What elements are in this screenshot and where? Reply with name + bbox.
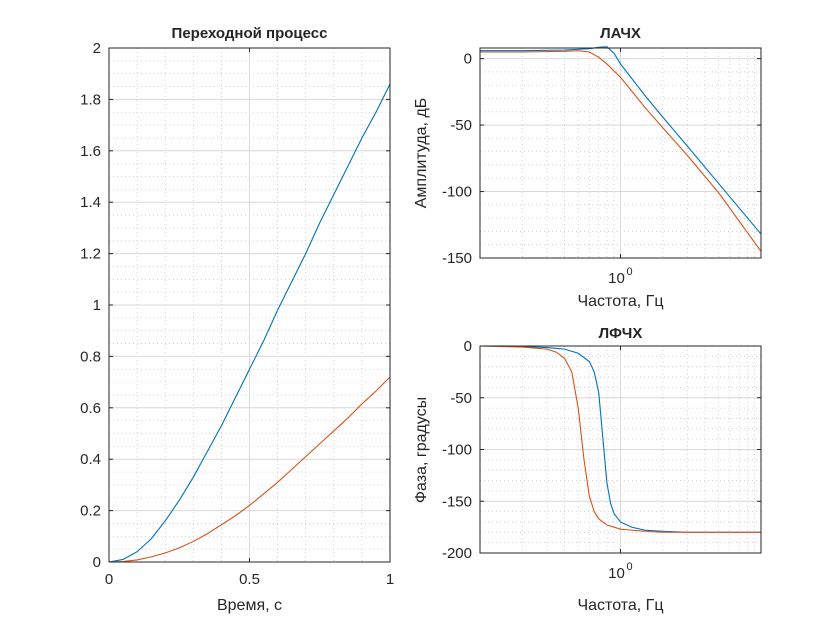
x-tick-exponent: 0 (627, 266, 633, 278)
phase-plot-title: ЛФЧХ (599, 325, 643, 342)
magnitude-plot-title: ЛАЧХ (600, 25, 641, 42)
magnitude-ticks: 10 00-50-100-150 (442, 48, 761, 287)
magnitude-y-label: Амплитуда, дБ (413, 98, 430, 209)
step-response-plot: 0 0.5 1 0 0.2 0.4 0.6 0.8 1 1.2 1.4 1.6 1.8 2 Переход… (80, 25, 394, 614)
y-tick-label: 0.2 (80, 503, 101, 520)
y-tick-label: 1.6 (80, 143, 101, 160)
step-series-line-1 (109, 84, 390, 562)
x-tick-label: 0.5 (239, 571, 260, 588)
y-tick-label: 0.8 (80, 348, 101, 365)
y-tick-label: 0.4 (80, 451, 101, 468)
y-tick-label: -100 (442, 442, 472, 459)
y-tick-label: 1.2 (80, 246, 101, 263)
phase-series (480, 346, 761, 532)
y-tick-label: 1.8 (80, 91, 101, 108)
phase-y-label: Фаза, градусы (413, 397, 430, 503)
magnitude-series-line-1 (480, 47, 761, 234)
magnitude-series (480, 47, 761, 252)
phase-series-line-1 (480, 346, 761, 532)
step-grid (108, 47, 391, 563)
step-series (109, 84, 390, 562)
y-tick-label: -50 (450, 117, 472, 134)
y-tick-label: 0 (93, 554, 101, 571)
step-ticks: 0 0.5 1 0 0.2 0.4 0.6 0.8 1 1.2 1.4 1.6 1.8 2 (80, 40, 394, 588)
x-tick-label: 10 (608, 565, 625, 582)
magnitude-plot: 10 00-50-100-150 ЛАЧХ Частота, Гц Амплиту… (413, 25, 762, 310)
y-tick-label: 0 (464, 51, 472, 68)
y-tick-label: -50 (450, 390, 472, 407)
y-tick-label: -100 (442, 184, 472, 201)
step-plot-title: Переходной процесс (172, 25, 328, 42)
phase-plot: 10 00-50-100-150-200 ЛФЧХ Частота, Гц Фаз… (413, 325, 762, 614)
y-tick-label: 2 (93, 40, 101, 57)
phase-x-label: Частота, Гц (577, 597, 663, 614)
y-tick-label: 0.6 (80, 400, 101, 417)
magnitude-x-label: Частота, Гц (577, 293, 663, 310)
y-tick-label: 1.4 (80, 194, 101, 211)
step-series-line-2 (109, 377, 390, 562)
magnitude-series-line-2 (480, 51, 761, 252)
phase-series-line-2 (480, 346, 761, 532)
step-x-label: Время, с (217, 597, 282, 614)
phase-ticks: 10 00-50-100-150-200 (442, 338, 761, 582)
y-tick-label: 0 (464, 338, 472, 355)
x-tick-label: 10 (608, 270, 625, 287)
y-tick-label: -150 (442, 493, 472, 510)
y-tick-label: -200 (442, 545, 472, 562)
y-tick-label: -150 (442, 250, 472, 267)
x-tick-label: 0 (105, 571, 113, 588)
x-tick-exponent: 0 (627, 561, 633, 573)
y-tick-label: 1 (93, 297, 101, 314)
x-tick-label: 1 (386, 571, 394, 588)
